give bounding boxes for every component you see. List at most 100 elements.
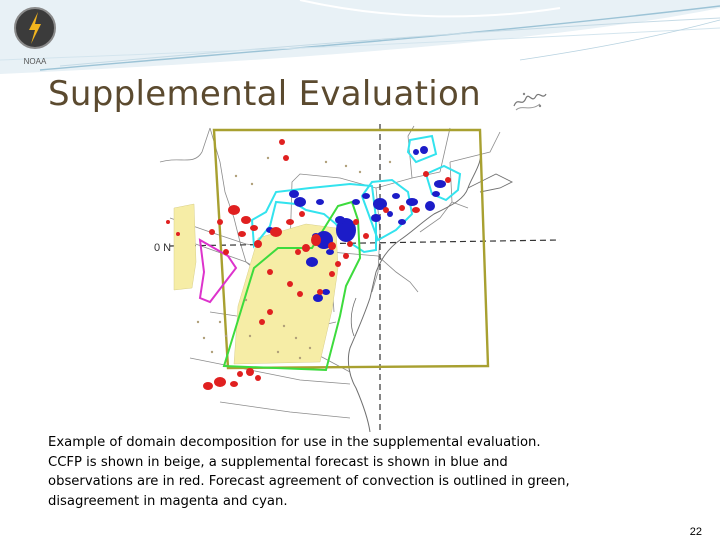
observation-marker [196,320,200,324]
observation-cell [203,382,213,390]
observation-marker [282,324,286,328]
observation-cell [317,289,323,295]
forecast-cell [406,198,418,206]
observation-cell [363,233,369,239]
disagreement-magenta-outline [198,238,238,304]
observation-cell [283,155,289,161]
caption-line-4: disagreement in magenta and cyan. [48,493,288,509]
observation-cell [335,261,341,267]
domain-decomposition-map: 0 N [150,122,560,432]
observation-cell [311,234,321,246]
observation-marker [388,160,392,164]
forecast-cell [316,199,324,205]
forecast-cell [425,201,435,211]
observation-cell [267,309,273,315]
latitude-label: 0 N [154,242,171,254]
observation-cell [287,281,293,287]
forecast-cell [306,257,318,267]
ccfp-region-west [173,203,197,291]
page-title: Supplemental Evaluation [48,74,481,114]
forecast-cell [420,146,428,154]
latitude-line [169,239,560,247]
observation-markers [196,156,392,360]
observation-marker [224,334,228,338]
figure-caption: Example of domain decomposition for use … [48,433,688,511]
forecast-cell [387,211,393,217]
observation-cell [254,240,262,248]
forecast-cell [352,199,360,205]
observation-cell [295,249,301,255]
forecast-cell [392,193,400,199]
observation-marker [244,298,248,302]
observation-cell [445,177,451,183]
forecast-cell [335,216,345,224]
observation-cell [217,219,223,225]
observation-marker [234,174,238,178]
observation-cell [412,207,420,213]
observation-cell [343,253,349,259]
forecast-cell [322,289,330,295]
observation-cell [423,171,429,177]
svg-text:NOAA: NOAA [24,57,47,66]
observation-cell [286,219,294,225]
observation-marker [250,182,254,186]
observation-cell [383,207,389,213]
observation-cell [267,269,273,275]
noaa-logo: NOAA [14,7,56,66]
forecast-cell [434,180,446,188]
observation-cell [166,220,170,224]
domain-box [212,128,490,370]
forecast-cell [294,197,306,207]
forecast-cell [362,193,370,199]
observation-marker [266,156,270,160]
observation-cells [166,139,451,390]
observation-marker [298,356,302,360]
caption-line-1: Example of domain decomposition for use … [48,435,541,450]
forecast-cell [373,198,387,210]
observation-cell [259,319,265,325]
observation-marker [358,170,362,174]
forecast-cell [413,149,419,155]
forecast-cell [326,249,334,255]
observation-cell [237,371,243,377]
observation-marker [276,350,280,354]
page-number: 22 [689,526,702,538]
forecast-cell [336,218,356,242]
observation-cell [230,381,238,387]
atlantic-coastline [347,147,482,432]
forecast-cell [432,191,440,197]
observation-cell [297,291,303,297]
caption-line-3: observations are in red. Forecast agreem… [48,474,570,489]
forecast-cell [289,190,299,198]
observation-cell [214,377,226,387]
observation-cell [299,211,305,217]
forecast-cell [371,214,381,222]
observation-marker [324,160,328,164]
observation-marker [344,164,348,168]
observation-cell [228,205,240,215]
observation-cell [399,205,405,211]
observation-marker [294,336,298,340]
observation-cell [241,216,251,224]
observation-cell [176,232,180,236]
observation-cell [255,375,261,381]
observation-cell [279,139,285,145]
observation-cell [270,227,282,237]
header-swoosh [0,0,720,74]
caption-line-2: CCFP is shown in beige, a supplemental f… [48,454,508,470]
observation-cell [329,271,335,277]
decorative-scribble-icon [513,92,547,111]
observation-marker [248,334,252,338]
lightning-bolt-icon [29,12,41,44]
observation-cell [223,249,229,255]
forecast-cell [398,219,406,225]
observation-cell [238,231,246,237]
forecast-cell [313,294,323,302]
observation-cell [302,244,310,252]
observation-cell [246,368,254,376]
observation-cell [328,242,336,250]
observation-cell [347,241,353,247]
observation-marker [202,336,206,340]
observation-cell [250,225,258,231]
